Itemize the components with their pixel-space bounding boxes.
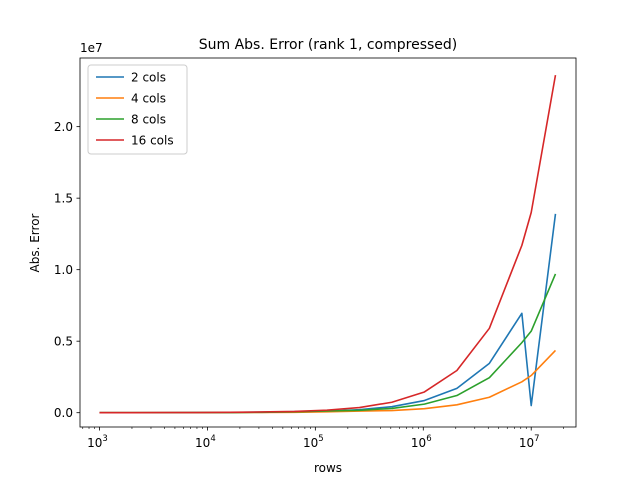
x-tick-exponent: 5 [318, 434, 323, 444]
legend-label: 4 cols [131, 92, 166, 106]
legend-box [87, 64, 188, 155]
x-axis-label: rows [314, 461, 342, 475]
y-axis-label: Abs. Error [28, 213, 42, 272]
legend-label: 16 cols [131, 134, 174, 148]
y-tick-label: 0.5 [54, 335, 73, 349]
y-axis-multiplier: 1e7 [80, 41, 103, 55]
x-tick-exponent: 6 [426, 434, 431, 444]
plot-frame [79, 57, 577, 428]
x-tick-exponent: 7 [534, 434, 539, 444]
series-line [99, 75, 557, 414]
legend-label: 8 cols [131, 113, 166, 127]
y-tick-label: 2.0 [54, 120, 73, 134]
x-tick-exponent: 3 [102, 434, 107, 444]
x-tick-exponent: 4 [210, 434, 215, 444]
legend-label: 2 cols [131, 71, 166, 85]
y-tick-label: 1.0 [54, 263, 73, 277]
legend: 2 cols 4 cols 8 cols 16 cols [87, 64, 188, 155]
y-tick-label: 1.5 [54, 192, 73, 206]
y-tick-label: 0.0 [54, 406, 73, 420]
chart-title: Sum Abs. Error (rank 1, compressed) [199, 37, 458, 53]
